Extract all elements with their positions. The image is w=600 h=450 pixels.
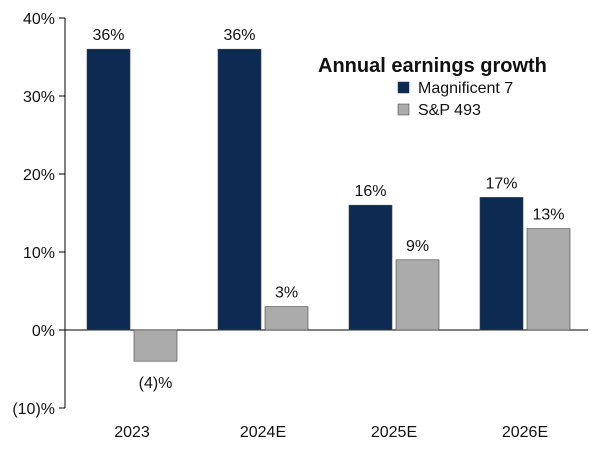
- data-label-magnificent-7-2026e: 17%: [485, 175, 517, 192]
- y-tick-label: 10%: [23, 245, 55, 262]
- bar-magnificent-7-2026e: [479, 197, 524, 331]
- x-tick-label: 2025E: [371, 424, 417, 441]
- legend-label-magnificent-7: Magnificent 7: [418, 80, 513, 97]
- y-tick-label: (10)%: [12, 401, 55, 418]
- data-label-sp-493-2025e: 9%: [406, 238, 429, 255]
- x-tick-label: 2026E: [502, 424, 548, 441]
- chart-title: Annual earnings growth: [318, 55, 547, 77]
- y-tick-label: 20%: [23, 167, 55, 184]
- data-label-sp-493-2024e: 3%: [275, 285, 298, 302]
- bar-sp-493-2024e: [264, 306, 309, 331]
- legend-swatch-magnificent-7: [397, 81, 410, 94]
- data-labels: 36% (4)% 36% 3% 16% 9% 17% 13%: [92, 27, 564, 392]
- y-axis-ticks: 40% 30% 20% 10% 0% (10)%: [12, 11, 65, 418]
- bar-sp-493-2026e: [526, 228, 571, 331]
- bar-magnificent-7-2023: [86, 48, 131, 331]
- x-tick-label: 2024E: [240, 424, 286, 441]
- bar-magnificent-7-2024e: [217, 48, 262, 331]
- data-label-sp-493-2026e: 13%: [532, 207, 564, 224]
- x-axis-labels: 2023 2024E 2025E 2026E: [114, 424, 548, 441]
- bars: [86, 48, 571, 362]
- legend-label-sp-493: S&P 493: [418, 102, 481, 119]
- legend: Magnificent 7 S&P 493: [397, 80, 513, 119]
- data-label-magnificent-7-2023: 36%: [92, 27, 124, 44]
- data-label-magnificent-7-2024e: 36%: [223, 27, 255, 44]
- y-tick-label: 30%: [23, 89, 55, 106]
- x-tick-label: 2023: [114, 424, 150, 441]
- bar-magnificent-7-2025e: [348, 204, 393, 331]
- y-tick-label: 40%: [23, 11, 55, 28]
- bar-sp-493-2023: [133, 329, 178, 362]
- data-label-magnificent-7-2025e: 16%: [354, 183, 386, 200]
- data-label-sp-493-2023: (4)%: [139, 375, 173, 392]
- legend-swatch-sp-493: [397, 103, 410, 116]
- y-tick-label: 0%: [32, 323, 55, 340]
- bar-sp-493-2025e: [395, 259, 440, 331]
